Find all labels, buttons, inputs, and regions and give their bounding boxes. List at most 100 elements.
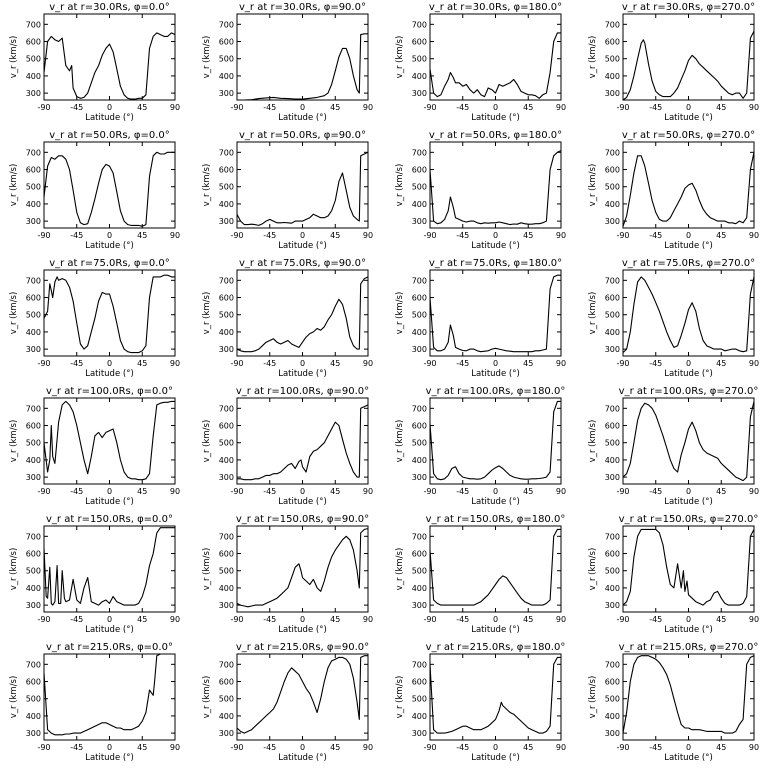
series-line-1 [43, 151, 175, 227]
y-tick-label: 700 [219, 276, 234, 285]
subplot-title: v_r at r=150.0Rs, φ=90.0° [236, 514, 369, 525]
x-tick-label: -45 [456, 743, 469, 752]
x-tick-label: -45 [70, 487, 83, 496]
subplot-21: v_r at r=215.0Rs, φ=0.0° 300 400 500 600 700 -… [9, 642, 180, 763]
x-tick-label: 45 [716, 359, 726, 368]
x-tick-label: -90 [423, 359, 436, 368]
y-tick-label: 400 [26, 72, 41, 81]
series-line-1 [236, 655, 368, 734]
y-tick-label: 400 [219, 328, 234, 337]
y-tick-label: 600 [605, 294, 620, 303]
x-tick-label: 0 [300, 615, 305, 624]
subplot-title: v_r at r=100.0Rs, φ=90.0° [236, 386, 369, 397]
x-axis-label: Latitude (°) [664, 625, 713, 635]
y-tick-label: 600 [26, 166, 41, 175]
y-tick-label: 400 [219, 72, 234, 81]
series-line-1 [43, 32, 176, 100]
x-tick-label: 0 [686, 615, 691, 624]
subplot-title: v_r at r=50.0Rs, φ=180.0° [429, 130, 562, 141]
x-axis-label: Latitude (°) [664, 241, 713, 251]
subplot-title: v_r at r=75.0Rs, φ=0.0° [49, 258, 170, 269]
x-axis-label: Latitude (°) [471, 113, 520, 123]
subplot-24: v_r at r=215.0Rs, φ=270.0° 300 400 500 600 70… [588, 642, 759, 763]
x-tick-label: -45 [70, 359, 83, 368]
x-tick-label: -90 [616, 487, 629, 496]
x-tick-label: 90 [749, 103, 759, 112]
y-axis-label: v_r (km/s) [588, 420, 598, 463]
y-tick-label: 400 [605, 72, 620, 81]
x-tick-label: -45 [70, 743, 83, 752]
y-tick-label: 300 [219, 473, 234, 482]
x-tick-label: 45 [330, 487, 340, 496]
subplot-title: v_r at r=75.0Rs, φ=270.0° [622, 258, 755, 269]
y-tick-label: 300 [412, 473, 427, 482]
x-tick-label: -90 [230, 103, 243, 112]
y-tick-label: 700 [26, 532, 41, 541]
y-tick-label: 700 [219, 532, 234, 541]
subplot-18: v_r at r=150.0Rs, φ=90.0° 300 400 500 600 700… [202, 514, 373, 635]
y-axis-label: v_r (km/s) [202, 36, 212, 79]
subplot-title: v_r at r=75.0Rs, φ=90.0° [239, 258, 366, 269]
x-tick-label: 45 [330, 615, 340, 624]
y-tick-label: 500 [412, 311, 427, 320]
x-axis-label: Latitude (°) [85, 369, 134, 379]
x-tick-label: 45 [523, 743, 533, 752]
y-tick-label: 600 [219, 678, 234, 687]
y-tick-label: 700 [412, 404, 427, 413]
y-tick-label: 600 [605, 422, 620, 431]
x-tick-label: 45 [716, 487, 726, 496]
y-tick-label: 400 [219, 200, 234, 209]
y-tick-label: 600 [219, 294, 234, 303]
y-tick-label: 600 [26, 38, 41, 47]
y-tick-label: 300 [26, 601, 41, 610]
x-tick-label: 0 [686, 487, 691, 496]
plot-frame [622, 525, 755, 613]
x-tick-label: -45 [263, 103, 276, 112]
x-tick-label: -45 [263, 231, 276, 240]
x-tick-label: 90 [363, 103, 373, 112]
x-tick-label: -90 [423, 615, 436, 624]
x-tick-label: -90 [423, 231, 436, 240]
x-tick-label: -90 [616, 615, 629, 624]
x-axis-label: Latitude (°) [664, 369, 713, 379]
x-tick-label: 90 [749, 743, 759, 752]
plot-frame [429, 653, 562, 741]
x-tick-label: -45 [263, 359, 276, 368]
y-axis-label: v_r (km/s) [9, 36, 19, 79]
x-tick-label: 0 [300, 743, 305, 752]
y-tick-label: 500 [26, 567, 41, 576]
y-tick-label: 700 [26, 660, 41, 669]
plot-frame [429, 141, 562, 229]
plot-frame [43, 141, 176, 229]
y-tick-label: 300 [605, 345, 620, 354]
x-tick-label: -90 [423, 103, 436, 112]
y-tick-label: 300 [219, 729, 234, 738]
subplot-8: v_r at r=50.0Rs, φ=270.0° 300 400 500 600 700… [588, 130, 759, 251]
x-tick-label: 45 [716, 743, 726, 752]
subplot-5: v_r at r=50.0Rs, φ=0.0° 300 400 500 600 700 -9… [9, 130, 180, 251]
y-tick-label: 600 [26, 294, 41, 303]
y-tick-label: 400 [605, 200, 620, 209]
y-axis-label: v_r (km/s) [588, 548, 598, 591]
y-tick-label: 600 [26, 678, 41, 687]
x-axis-label: Latitude (°) [278, 753, 327, 763]
y-tick-label: 300 [412, 217, 427, 226]
y-tick-label: 700 [412, 532, 427, 541]
x-tick-label: -45 [649, 487, 662, 496]
y-axis-label: v_r (km/s) [588, 292, 598, 335]
plot-frame [429, 397, 562, 485]
y-tick-label: 400 [605, 328, 620, 337]
subplot-title: v_r at r=50.0Rs, φ=270.0° [622, 130, 755, 141]
y-tick-label: 400 [26, 200, 41, 209]
x-tick-label: -90 [37, 103, 50, 112]
series-line-1 [43, 274, 175, 354]
y-tick-label: 300 [412, 345, 427, 354]
x-tick-label: 0 [107, 743, 112, 752]
y-tick-label: 300 [412, 601, 427, 610]
x-tick-label: -45 [263, 743, 276, 752]
plot-frame [429, 525, 562, 613]
y-tick-label: 500 [26, 311, 41, 320]
x-tick-label: 45 [523, 615, 533, 624]
x-tick-label: -90 [616, 743, 629, 752]
plot-frame [236, 397, 369, 485]
